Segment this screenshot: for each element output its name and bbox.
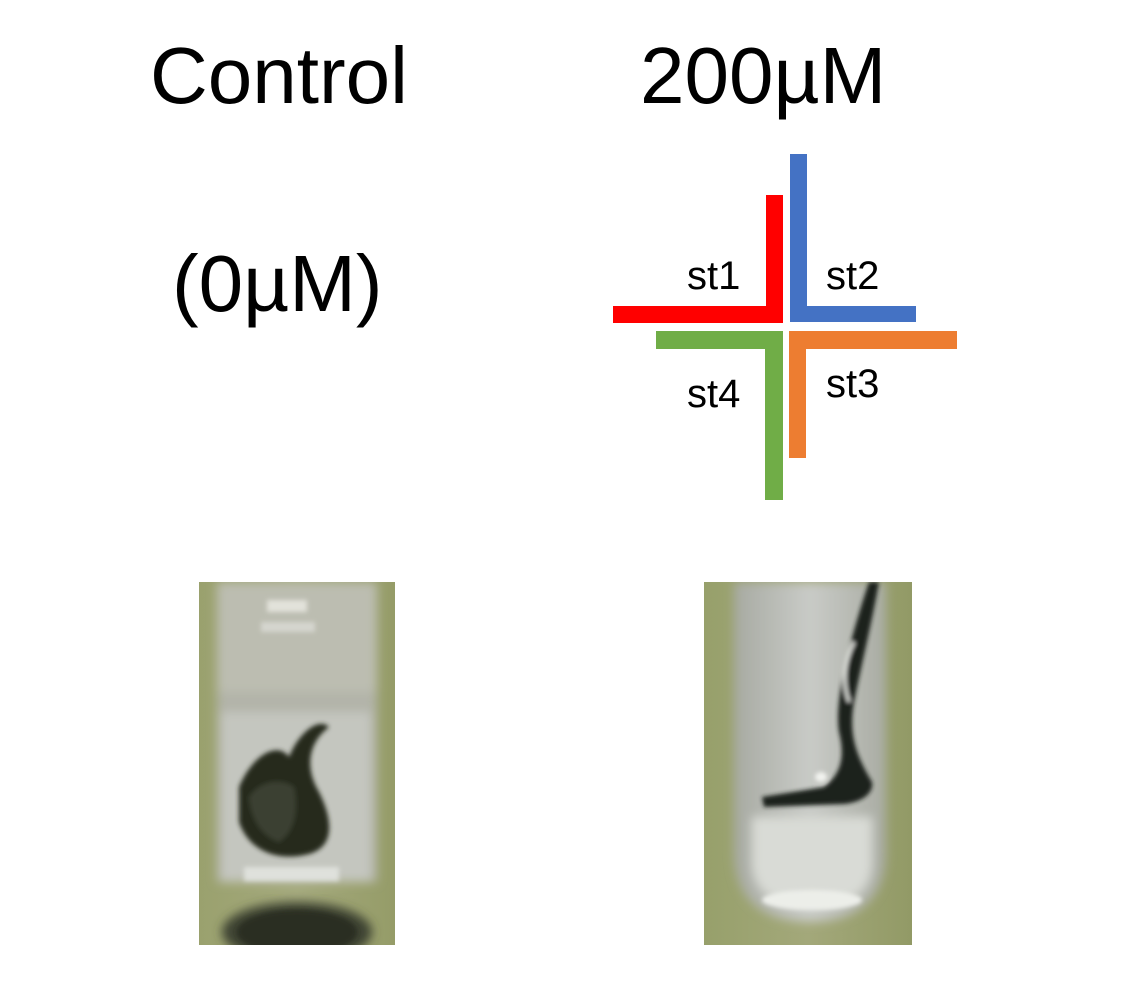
st4-bar-vertical [765, 331, 783, 500]
st3-bar-vertical [789, 331, 806, 458]
st4-label: st4 [687, 372, 741, 416]
st4-bar-horizontal [656, 331, 783, 349]
st1-bar-horizontal [613, 306, 783, 323]
st3-label: st3 [826, 362, 880, 406]
tube-photo-control-graphic [199, 582, 395, 945]
control-title: Control [150, 31, 408, 120]
st1-bar-vertical [766, 195, 783, 323]
st3-bar-horizontal [789, 331, 957, 349]
treatment-title: 200µM [640, 31, 887, 120]
st2-label: st2 [826, 254, 880, 298]
control-concentration: (0µM) [172, 239, 383, 328]
st2-bar-horizontal [790, 306, 916, 322]
st2-bar-vertical [790, 154, 807, 322]
tube-photo-200uM [704, 582, 912, 945]
tube-photo-control [199, 582, 395, 945]
st1-label: st1 [687, 254, 741, 298]
tube-photo-200uM-graphic [704, 582, 912, 945]
